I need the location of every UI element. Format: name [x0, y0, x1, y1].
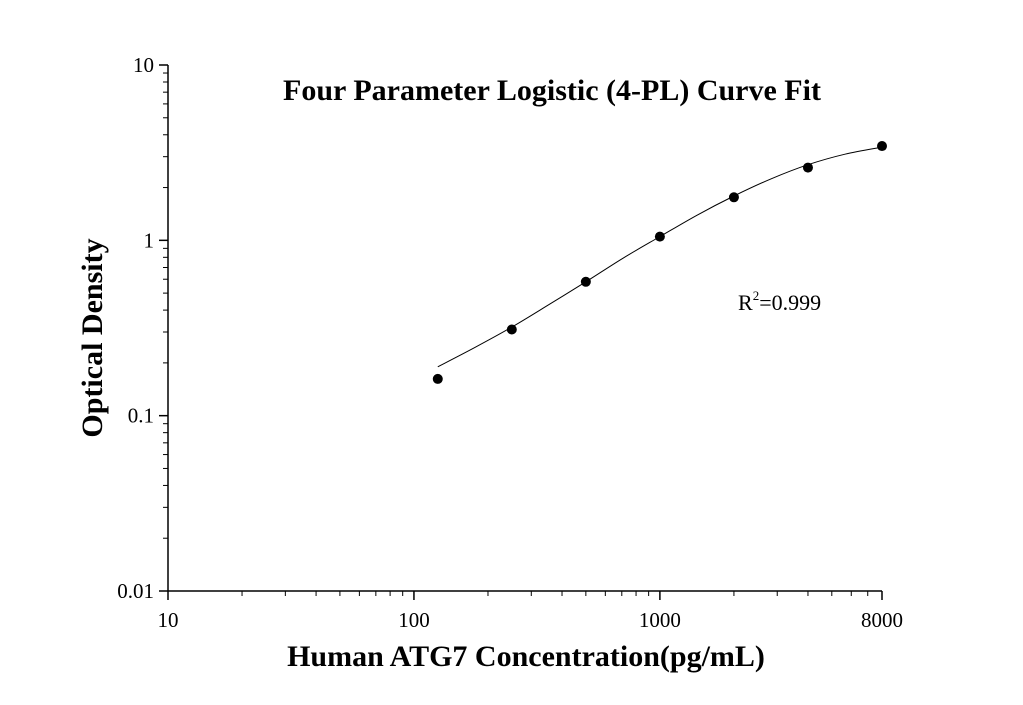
y-tick-label: 0.01: [117, 579, 154, 603]
fit-curve: [437, 146, 883, 368]
y-tick-label: 10: [133, 53, 154, 77]
x-axis-title: Human ATG7 Concentration(pg/mL): [287, 640, 765, 673]
r-squared-annotation: R2=0.999: [738, 288, 821, 315]
x-tick-label: 8000: [861, 608, 903, 632]
x-tick-label: 1000: [639, 608, 681, 632]
chart-title: Four Parameter Logistic (4-PL) Curve Fit: [283, 74, 821, 107]
y-tick-label: 1: [144, 228, 155, 252]
data-point: [802, 162, 813, 173]
r-squared-value: =0.999: [759, 290, 821, 315]
r-squared-prefix: R: [738, 290, 753, 315]
r-squared-superscript: 2: [753, 288, 760, 303]
fit-curve-layer: [437, 146, 883, 368]
y-axis-title: Optical Density: [76, 238, 109, 437]
data-point: [506, 324, 517, 335]
data-point: [580, 276, 591, 287]
data-point: [728, 192, 739, 203]
ticks: 0.01 0.1 1 10 10 100 1000 8000: [117, 53, 903, 632]
x-tick-label: 100: [398, 608, 430, 632]
data-point: [877, 141, 887, 152]
data-point: [432, 373, 443, 384]
data-point: [654, 231, 665, 242]
data-points: [432, 141, 887, 384]
axes: [167, 65, 882, 592]
x-tick-label: 10: [158, 608, 179, 632]
y-tick-label: 0.1: [128, 404, 154, 428]
